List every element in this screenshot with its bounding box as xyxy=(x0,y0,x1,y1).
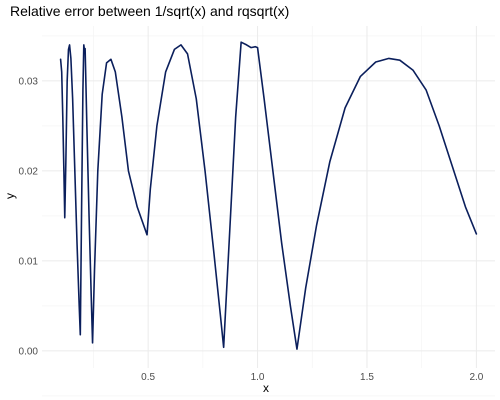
x-tick-label: 0.5 xyxy=(141,372,155,383)
y-tick-label: 0.00 xyxy=(19,346,39,357)
x-tick-label: 1.5 xyxy=(360,372,374,383)
y-axis-title: y xyxy=(3,193,17,199)
y-tick-label: 0.03 xyxy=(19,76,39,87)
y-tick-label: 0.01 xyxy=(19,256,39,267)
chart-title: Relative error between 1/sqrt(x) and rqs… xyxy=(10,3,289,19)
y-tick-label: 0.02 xyxy=(19,166,39,177)
x-axis-title: x xyxy=(263,381,269,395)
x-tick-label: 2.0 xyxy=(469,372,483,383)
